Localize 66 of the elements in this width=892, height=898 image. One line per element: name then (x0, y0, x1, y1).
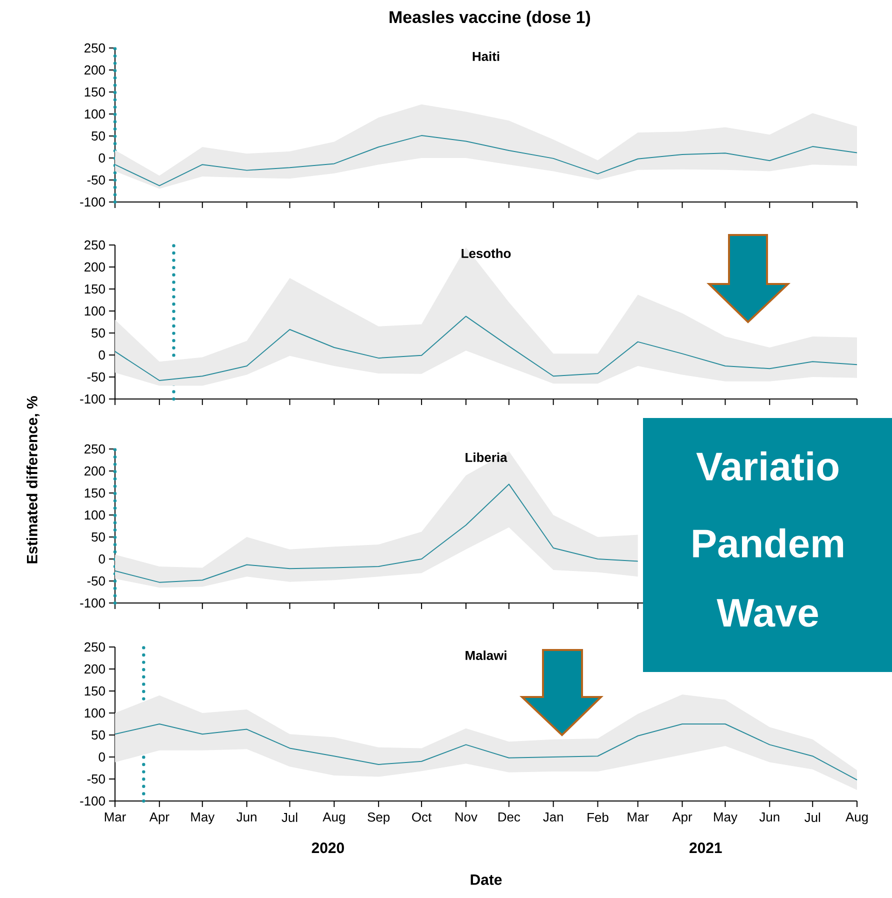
x-tick-label: Nov (456, 812, 478, 822)
x-tick-label: Feb (588, 812, 608, 822)
annotation: Variatio (696, 451, 838, 481)
y-tick-label: 200 (84, 65, 105, 75)
text: 2021 (690, 842, 722, 854)
y-tick-label: -100 (80, 796, 105, 806)
y-tick-label: -100 (80, 598, 105, 608)
y-tick-label: 200 (84, 664, 105, 674)
y-tick-label: 150 (84, 686, 105, 696)
y-tick-label: 100 (84, 510, 105, 520)
y-tick-label: -50 (87, 372, 105, 382)
y-tick-label: 50 (92, 328, 105, 338)
y-tick-label: 100 (84, 109, 105, 119)
y-tick-label: 0 (98, 153, 105, 163)
y-tick-label: -50 (87, 774, 105, 784)
y-tick-label: 250 (84, 240, 105, 250)
y-tick-label: 50 (92, 131, 105, 141)
x-tick-label: Mar (104, 812, 126, 822)
x-tick-label: Jan (543, 812, 563, 822)
y-tick-label: -100 (80, 197, 105, 207)
y-tick-label: 200 (84, 466, 105, 476)
line-series (114, 724, 858, 780)
y-tick-label: 0 (98, 554, 105, 564)
chart-subtitle: Malawi (466, 650, 506, 660)
y-axis-title: Estimated difference, % (26, 396, 40, 564)
line-series (114, 135, 858, 186)
annotation: Wave (716, 599, 818, 627)
x-tick-label: Aug (322, 812, 345, 824)
x-tick-label: May (191, 812, 215, 824)
y-tick-label: -100 (80, 394, 105, 404)
x-tick-label: May (714, 812, 738, 824)
y-tick-label: -50 (87, 175, 105, 185)
y-tick-label: 0 (98, 752, 105, 762)
annotation: Pandem (693, 528, 844, 558)
y-tick-label: 250 (84, 43, 105, 53)
x-tick-label: Mar (628, 812, 649, 822)
y-tick-label: 150 (84, 284, 105, 294)
y-tick-label: 250 (84, 642, 105, 652)
x-tick-label: Aug (846, 812, 868, 824)
y-tick-label: 0 (98, 350, 105, 360)
x-tick-label: Apr (149, 812, 170, 824)
chart-subtitle: Haiti (472, 52, 500, 62)
y-tick-label: 100 (84, 708, 105, 718)
x-tick-label: Dec (498, 812, 520, 822)
y-tick-label: 150 (84, 87, 105, 97)
x-tick-label: Sep (368, 812, 390, 824)
x-tick-label: Oct (412, 812, 432, 822)
line-series (114, 316, 858, 382)
x-axis-title: Date (470, 874, 502, 885)
chart-title: Measles vaccine (dose 1) (390, 10, 590, 26)
x-tick-label: Jul (282, 812, 298, 822)
y-tick-label: -50 (87, 576, 105, 586)
chart-subtitle: Lesotho (462, 248, 511, 258)
x-tick-label: Jun (236, 812, 256, 822)
y-tick-label: 100 (84, 306, 105, 316)
text: 2020 (312, 842, 344, 854)
y-tick-label: 200 (84, 262, 105, 272)
x-tick-label: Apr (672, 812, 692, 824)
x-tick-label: Jul (804, 812, 820, 822)
chart-subtitle: Liberia (466, 452, 508, 462)
y-tick-label: 250 (84, 444, 105, 454)
x-tick-label: Jun (759, 812, 780, 822)
line-series (114, 484, 638, 583)
y-tick-label: 50 (92, 532, 105, 542)
y-tick-label: 50 (92, 730, 105, 740)
y-tick-label: 150 (84, 488, 105, 498)
